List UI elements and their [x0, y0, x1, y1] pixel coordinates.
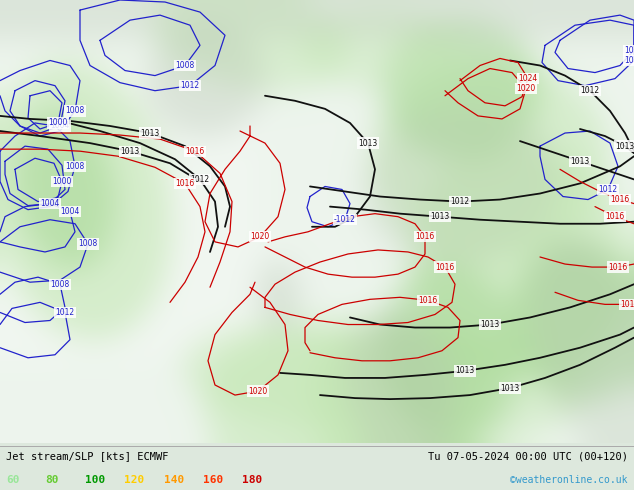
Text: 1020: 1020	[250, 232, 269, 242]
Text: Jet stream/SLP [kts] ECMWF: Jet stream/SLP [kts] ECMWF	[6, 451, 169, 462]
Text: 1012: 1012	[450, 197, 470, 206]
Text: 1020: 1020	[516, 84, 536, 93]
Text: 1012: 1012	[190, 175, 210, 184]
Text: 1012: 1012	[55, 308, 75, 317]
Text: 1013: 1013	[616, 142, 634, 150]
Text: 140: 140	[164, 475, 184, 485]
Text: 1016: 1016	[436, 263, 455, 271]
Text: 1004: 1004	[50, 122, 70, 130]
Text: 180: 180	[242, 475, 262, 485]
Text: 1016: 1016	[621, 300, 634, 309]
Text: 1008: 1008	[624, 46, 634, 55]
Text: 1013: 1013	[500, 384, 520, 392]
Text: 120: 120	[124, 475, 145, 485]
Text: 1013: 1013	[358, 139, 378, 147]
Text: 1012: 1012	[181, 81, 200, 90]
Text: 1008: 1008	[65, 106, 84, 115]
Text: 1020: 1020	[249, 387, 268, 395]
Text: 1016: 1016	[176, 179, 195, 188]
Text: 1008: 1008	[65, 162, 84, 171]
Text: 100: 100	[85, 475, 105, 485]
Text: 1016: 1016	[415, 232, 435, 242]
Text: 1013: 1013	[481, 320, 500, 329]
Text: 1013: 1013	[140, 128, 160, 138]
Text: 1016: 1016	[609, 263, 628, 271]
Text: 1012: 1012	[598, 185, 618, 194]
Text: -1012: -1012	[334, 215, 356, 224]
Text: 1016: 1016	[605, 212, 624, 221]
Text: 1012: 1012	[581, 86, 600, 95]
Text: 1013: 1013	[430, 212, 450, 221]
Text: 1012: 1012	[624, 56, 634, 65]
Text: 1016: 1016	[185, 147, 205, 156]
Text: 1024: 1024	[519, 74, 538, 83]
Text: 1004: 1004	[60, 207, 80, 216]
Text: 1000: 1000	[48, 119, 68, 127]
Text: 1013: 1013	[571, 157, 590, 166]
Text: 1013: 1013	[455, 367, 475, 375]
Text: 1008: 1008	[79, 240, 98, 248]
Text: 1000: 1000	[53, 177, 72, 186]
Text: Tu 07-05-2024 00:00 UTC (00+120): Tu 07-05-2024 00:00 UTC (00+120)	[428, 451, 628, 462]
Text: 1013: 1013	[120, 147, 139, 156]
Text: 1008: 1008	[50, 280, 70, 289]
Text: ©weatheronline.co.uk: ©weatheronline.co.uk	[510, 475, 628, 485]
Text: 1004: 1004	[41, 199, 60, 208]
Text: 60: 60	[6, 475, 20, 485]
Text: 1008: 1008	[176, 61, 195, 70]
Text: 160: 160	[203, 475, 223, 485]
Text: 80: 80	[46, 475, 59, 485]
Text: 1016: 1016	[611, 195, 630, 204]
Text: 1016: 1016	[418, 296, 437, 305]
